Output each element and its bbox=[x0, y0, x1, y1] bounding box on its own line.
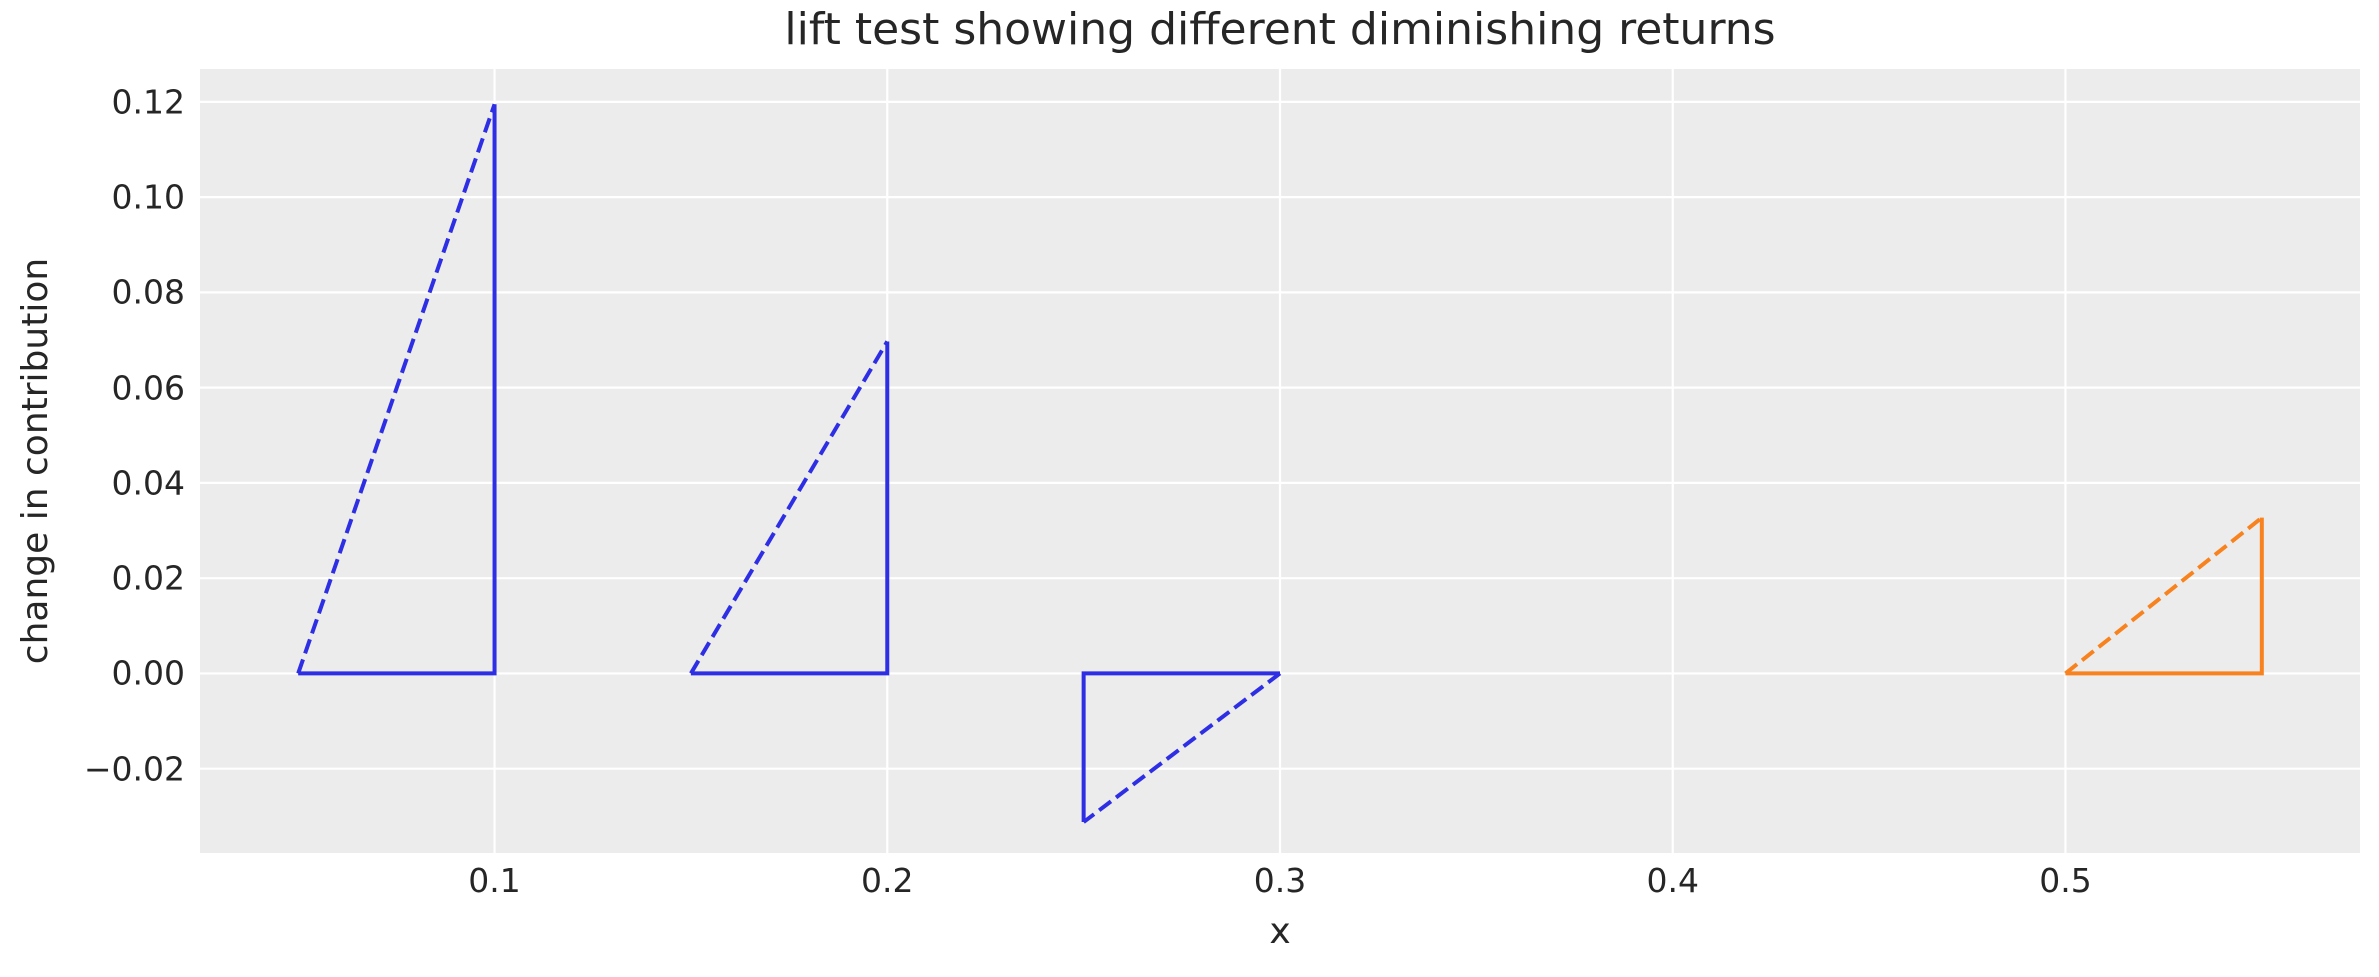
x-tick-label: 0.2 bbox=[861, 861, 914, 900]
x-axis-label: x bbox=[1269, 911, 1291, 952]
y-tick-label: 0.02 bbox=[111, 558, 185, 598]
x-tick-label: 0.4 bbox=[1646, 861, 1699, 900]
y-axis-label: change in contribution bbox=[15, 257, 57, 665]
y-tick-label: 0.08 bbox=[111, 272, 185, 312]
y-tick-label: 0.00 bbox=[111, 653, 185, 693]
lift-triangle-2-legs bbox=[690, 341, 890, 676]
lift-triangle-3-hypotenuse bbox=[1082, 671, 1282, 824]
lift-triangle-1-hypotenuse bbox=[296, 103, 497, 675]
lift-triangle-1-legs bbox=[298, 104, 497, 676]
x-tick-label: 0.3 bbox=[1253, 861, 1307, 900]
chart-title: lift test showing different diminishing … bbox=[784, 4, 1776, 55]
lift-triangle-3-legs bbox=[1081, 671, 1280, 823]
x-tick-label: 0.1 bbox=[468, 861, 521, 900]
y-tick-label: 0.04 bbox=[111, 463, 185, 503]
lift-triangle-2-hypotenuse bbox=[689, 340, 889, 675]
lift-triangle-4-legs bbox=[2065, 517, 2264, 676]
y-tick-label: 0.10 bbox=[111, 177, 185, 217]
y-tick-label: −0.02 bbox=[83, 749, 185, 789]
y-tick-label: 0.12 bbox=[111, 82, 185, 122]
y-tick-label: 0.06 bbox=[111, 368, 185, 408]
x-tick-label: 0.5 bbox=[2039, 861, 2092, 900]
